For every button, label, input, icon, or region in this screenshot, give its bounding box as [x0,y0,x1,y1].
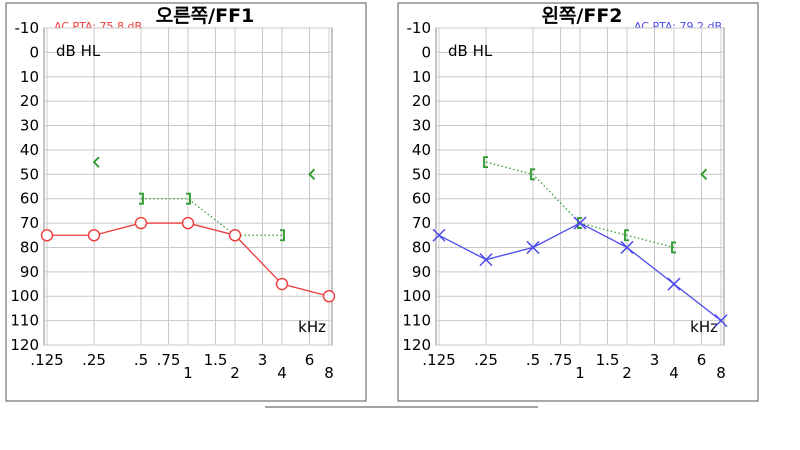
y-tick-label: -10 [407,19,432,37]
x-tick-label: .25 [82,351,106,369]
bone-marker [483,156,488,169]
x-tick-label: .5 [526,351,540,369]
air-marker [134,216,148,230]
y-tick-label: 50 [412,165,431,183]
air-marker [432,228,446,242]
bone-marker-masked [308,168,316,180]
y-axis-label: dB HL [448,42,493,60]
bone-marker [671,241,676,254]
y-tick-label: 70 [20,214,39,232]
x-tick-label: .25 [474,351,498,369]
x-tick-label: 1.5 [204,351,228,369]
y-tick-label: 60 [412,190,431,208]
x-tick-label: 8 [324,364,334,382]
x-tick-label: 8 [716,364,726,382]
y-tick-label: 100 [10,287,39,305]
bone-conduction-line [141,198,282,236]
y-tick-label: 50 [20,165,39,183]
y-tick-label: 110 [402,312,431,330]
bone-marker [186,192,191,205]
air-marker [275,277,289,291]
y-tick-label: 90 [20,263,39,281]
bone-marker [280,229,285,242]
x-tick-label: 1 [183,364,193,382]
bone-marker [530,168,535,181]
x-tick-label: 2 [230,364,240,382]
air-marker [573,216,587,230]
y-axis-label: dB HL [56,42,101,60]
x-tick-label: .125 [422,351,455,369]
y-tick-label: 40 [412,141,431,159]
y-tick-label: 80 [20,238,39,256]
x-tick-label: 4 [669,364,679,382]
x-tick-label: 6 [305,351,315,369]
bone-marker [139,192,144,205]
x-axis-label: kHz [690,318,718,336]
x-tick-label: 1.5 [596,351,620,369]
y-tick-label: 70 [412,214,431,232]
x-tick-label: 6 [697,351,707,369]
x-axis-label: kHz [298,318,326,336]
y-tick-label: 90 [412,263,431,281]
x-tick-label: 2 [622,364,632,382]
x-tick-label: 4 [277,364,287,382]
air-marker [667,277,681,291]
y-tick-label: 10 [412,68,431,86]
x-tick-label: .125 [30,351,63,369]
audiogram-left-ear: 왼쪽/FF2 AC PTA: 79.2 dB-100102030405060708… [397,2,759,402]
y-tick-label: 20 [412,92,431,110]
y-tick-label: -10 [15,19,40,37]
y-tick-label: 0 [421,43,431,61]
y-tick-label: 30 [412,117,431,135]
y-tick-label: 110 [10,312,39,330]
y-tick-label: 120 [10,336,39,354]
y-tick-label: 20 [20,92,39,110]
y-tick-label: 100 [402,287,431,305]
air-marker [181,216,195,230]
air-marker [526,240,540,254]
y-tick-label: 60 [20,190,39,208]
bone-marker-masked [92,156,100,168]
bone-marker [577,217,582,229]
x-tick-label: 3 [258,351,268,369]
x-tick-label: .75 [157,351,181,369]
y-tick-label: 40 [20,141,39,159]
x-tick-label: 1 [575,364,585,382]
air-marker [479,253,493,267]
bone-marker [624,229,629,242]
y-tick-label: 120 [402,336,431,354]
y-tick-label: 30 [20,117,39,135]
x-tick-label: .5 [134,351,148,369]
air-marker [322,290,336,303]
chart-title: 오른쪽/FF1 [156,5,255,27]
y-tick-label: 0 [29,43,39,61]
bone-marker-masked [700,168,708,180]
air-marker [620,240,634,254]
chart-title: 왼쪽/FF2 [541,5,622,27]
y-tick-label: 10 [20,68,39,86]
air-marker [87,229,101,242]
x-tick-label: 3 [650,351,660,369]
air-marker [40,229,54,242]
air-marker [228,229,242,242]
air-marker [714,314,728,328]
x-tick-label: .75 [549,351,573,369]
y-tick-label: 80 [412,238,431,256]
